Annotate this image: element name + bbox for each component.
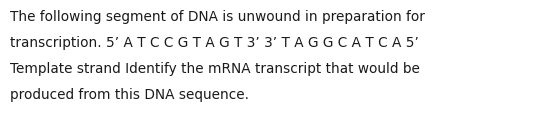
- Text: Template strand Identify the mRNA transcript that would be: Template strand Identify the mRNA transc…: [10, 62, 420, 76]
- Text: transcription. 5’ A T C C G T A G T 3’ 3’ T A G G C A T C A 5’: transcription. 5’ A T C C G T A G T 3’ 3…: [10, 36, 419, 50]
- Text: The following segment of DNA is unwound in preparation for: The following segment of DNA is unwound …: [10, 10, 425, 24]
- Text: produced from this DNA sequence.: produced from this DNA sequence.: [10, 88, 249, 102]
